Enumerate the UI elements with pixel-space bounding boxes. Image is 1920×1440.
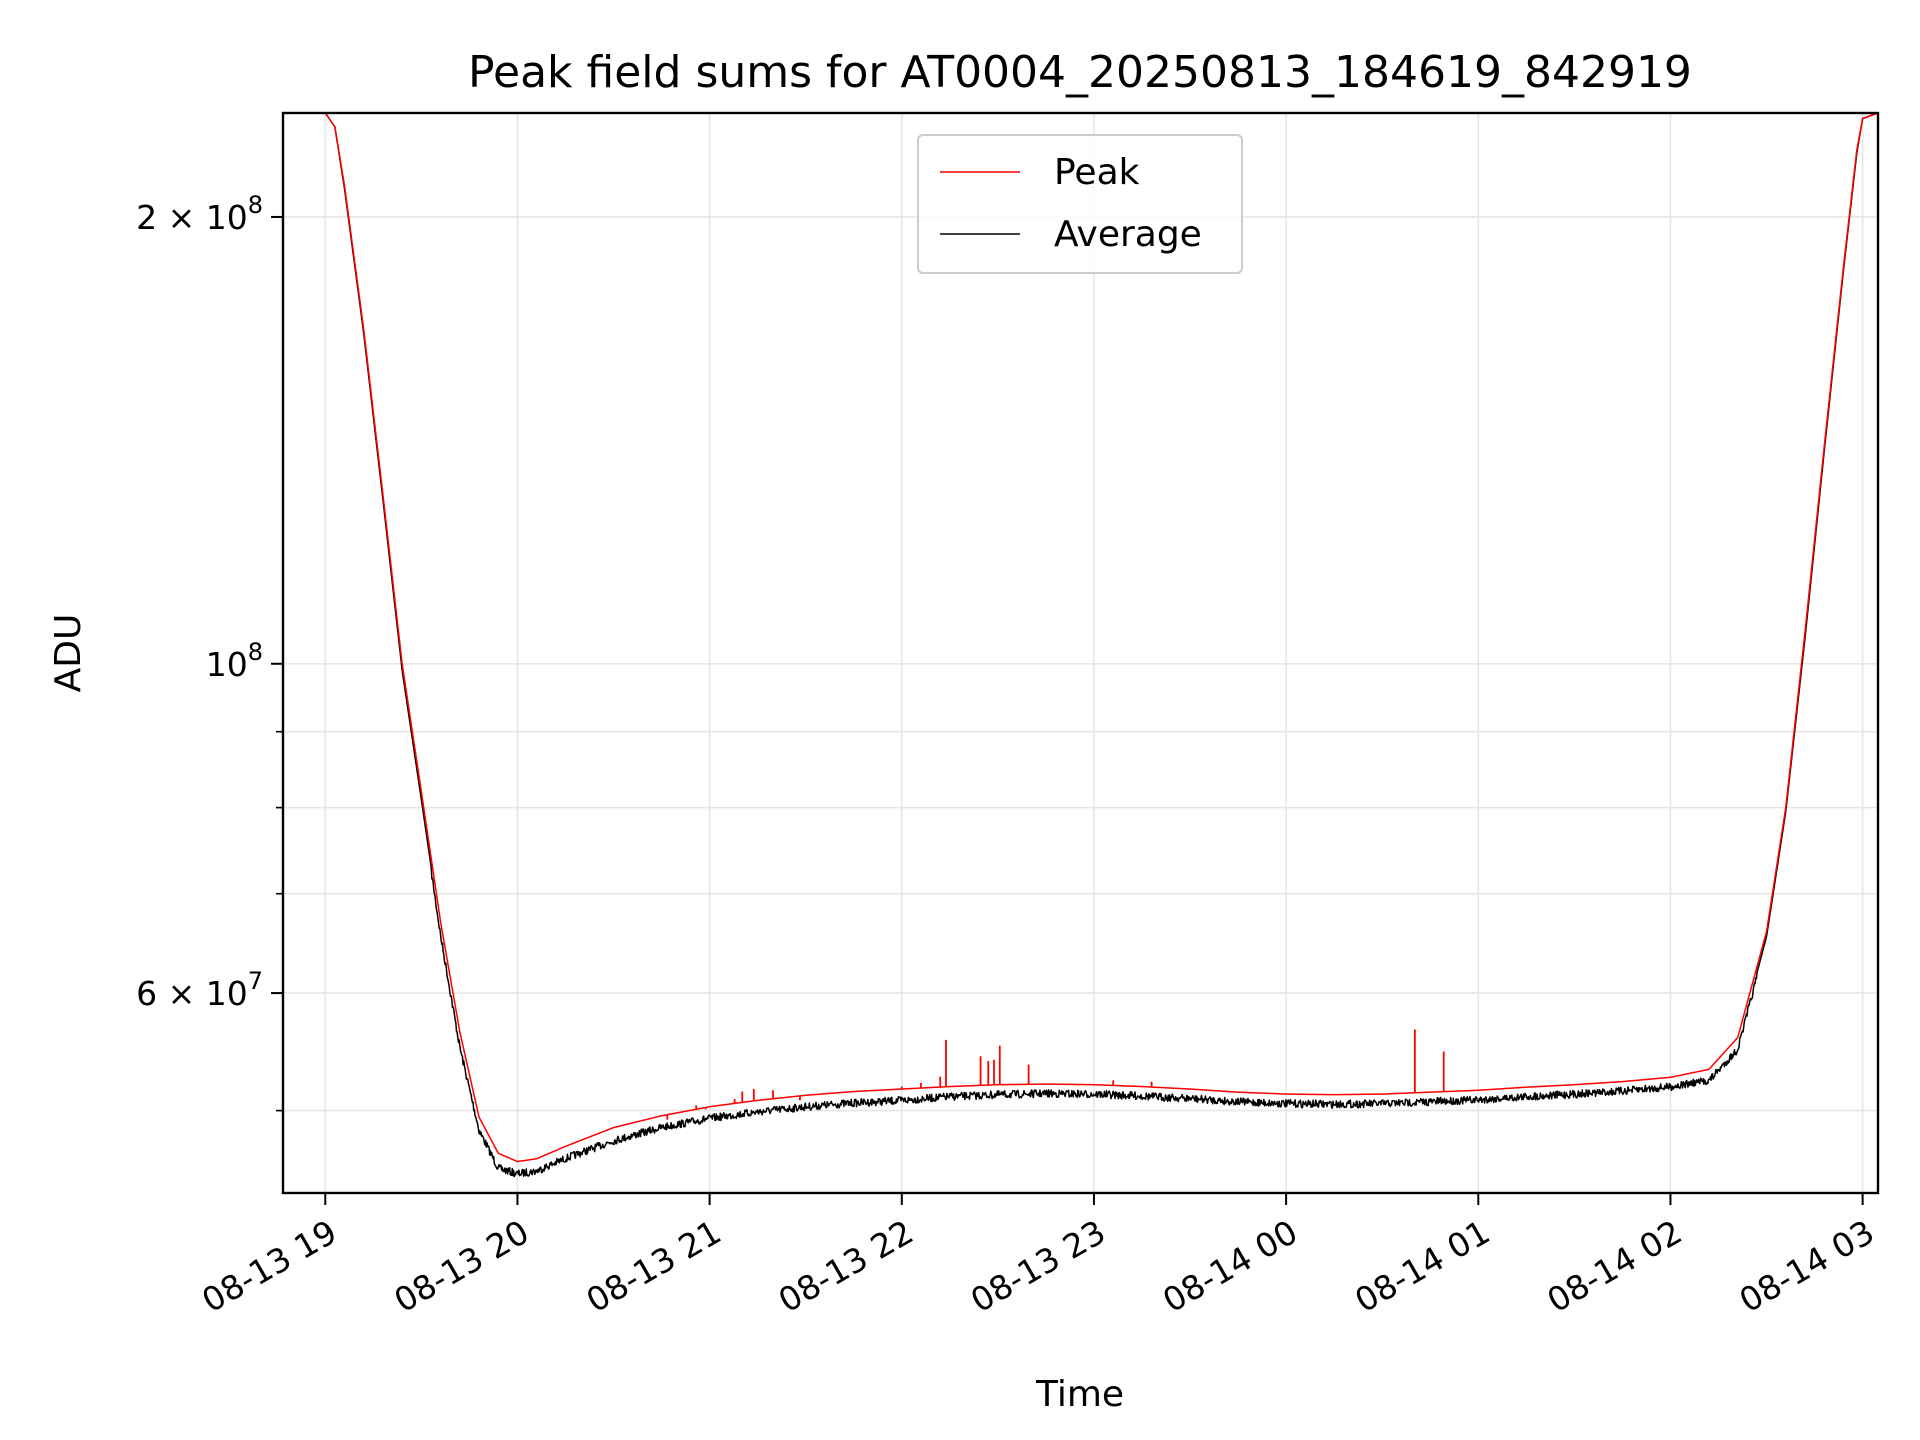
y-axis-ticks: 6 × 107 108 2 × 108 (136, 191, 283, 1112)
legend-label-peak: Peak (1054, 152, 1140, 193)
legend: Peak Average (917, 134, 1243, 274)
y-tick-label: 108 (206, 638, 263, 684)
series-layer (283, 113, 1878, 1178)
x-axis-label: Time (1035, 1374, 1124, 1415)
y-tick-label: 2 × 108 (136, 191, 263, 237)
chart-title: Peak field sums for AT0004_20250813_1846… (468, 47, 1692, 98)
series-line-peak (283, 113, 1878, 1163)
plot-frame (281, 111, 1880, 1195)
plot-area (283, 113, 1878, 1178)
legend-label-average: Average (1054, 214, 1202, 255)
y-axis-label: ADU (48, 614, 89, 693)
series-line-average (283, 113, 1878, 1178)
legend-box (917, 134, 1243, 274)
grid-lines (283, 113, 1878, 1193)
y-tick-label: 6 × 107 (136, 967, 263, 1013)
